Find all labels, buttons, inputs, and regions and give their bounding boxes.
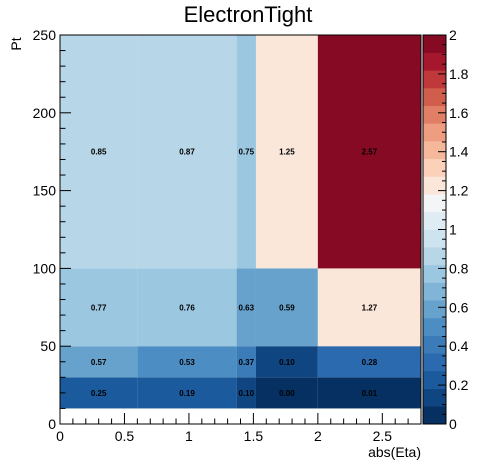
z-tick-label: 0.4 bbox=[449, 338, 469, 354]
z-tick-label: 1.8 bbox=[449, 66, 469, 82]
heatmap-cell bbox=[236, 268, 256, 347]
y-axis: 0 50 100 150 200 250 bbox=[33, 27, 71, 432]
color-scale-swatch bbox=[423, 406, 446, 425]
cell-value-label: 0.57 bbox=[91, 358, 107, 367]
color-scale-swatch bbox=[423, 300, 446, 319]
cell-value-label: 0.19 bbox=[179, 389, 195, 398]
cell-value-label: 0.10 bbox=[279, 358, 295, 367]
color-scale-swatch bbox=[423, 194, 446, 213]
cell-value-label: 0.75 bbox=[239, 148, 255, 157]
color-scale-swatch bbox=[423, 211, 446, 230]
z-tick-label: 1.4 bbox=[449, 144, 469, 160]
heatmap-cell bbox=[317, 35, 421, 269]
z-tick-label: 2 bbox=[449, 27, 457, 43]
cell-value-label: 0.00 bbox=[279, 389, 295, 398]
color-scale-swatch bbox=[423, 35, 446, 53]
cell-labels: 0.25 0.19 0.10 0.00 0.01 0.57 0.53 0.37 0.10 0.28… bbox=[91, 148, 378, 398]
cell-value-label: 0.76 bbox=[179, 303, 195, 312]
cell-value-label: 0.63 bbox=[239, 303, 255, 312]
z-tick-label: 0 bbox=[449, 416, 457, 432]
cell-value-label: 0.85 bbox=[91, 148, 107, 157]
x-tick-label: 0 bbox=[56, 428, 64, 444]
color-scale-swatch bbox=[423, 370, 446, 389]
heatmap-cell bbox=[137, 268, 237, 347]
y-tick-label: 50 bbox=[40, 338, 56, 354]
heatmap-cell bbox=[317, 346, 421, 378]
heatmap-cell bbox=[236, 346, 256, 378]
color-scale-swatch bbox=[423, 264, 446, 283]
cell-value-label: 0.25 bbox=[91, 389, 107, 398]
cell-value-label: 0.37 bbox=[239, 358, 255, 367]
color-scale-bar bbox=[422, 34, 447, 425]
color-scale-swatch bbox=[423, 105, 446, 124]
color-scale-swatch bbox=[423, 317, 446, 336]
heatmap-cell bbox=[255, 346, 318, 378]
z-tick-label: 0.6 bbox=[449, 299, 469, 315]
color-scale-swatch bbox=[423, 388, 446, 407]
color-scale-swatch bbox=[423, 229, 446, 248]
chart-title: ElectronTight bbox=[184, 2, 313, 27]
z-tick-label: 1 bbox=[449, 222, 457, 238]
heatmap-cell bbox=[236, 35, 256, 269]
z-tick-label: 1.2 bbox=[449, 183, 469, 199]
cell-value-label: 0.28 bbox=[362, 358, 378, 367]
heatmap-cell bbox=[317, 268, 421, 347]
color-scale-swatch bbox=[423, 247, 446, 266]
x-tick-label: 1.5 bbox=[244, 428, 264, 444]
x-axis-label: abs(Eta) bbox=[368, 444, 421, 460]
cell-value-label: 2.57 bbox=[362, 148, 378, 157]
heatmap-cell bbox=[137, 346, 237, 378]
color-scale-swatch bbox=[423, 123, 446, 142]
heatmap-cell bbox=[255, 268, 318, 347]
heatmap-cell bbox=[317, 377, 421, 409]
y-tick-label: 100 bbox=[33, 260, 57, 276]
cell-value-label: 0.53 bbox=[179, 358, 195, 367]
color-scale-swatch bbox=[423, 353, 446, 372]
color-scale-swatch bbox=[423, 52, 446, 71]
cell-value-label: 0.59 bbox=[279, 303, 295, 312]
x-tick-label: 2.5 bbox=[373, 428, 393, 444]
y-tick-label: 0 bbox=[48, 416, 56, 432]
heatmap-cell bbox=[60, 377, 138, 409]
cell-value-label: 1.27 bbox=[362, 303, 378, 312]
cell-value-label: 0.77 bbox=[91, 303, 107, 312]
z-tick-label: 1.6 bbox=[449, 105, 469, 121]
color-scale-swatch bbox=[423, 335, 446, 354]
cell-value-label: 0.10 bbox=[239, 389, 255, 398]
heatmap-cells bbox=[60, 35, 421, 409]
color-scale-swatch bbox=[423, 70, 446, 89]
x-tick-label: 1 bbox=[185, 428, 193, 444]
color-scale-axis: 0 0.2 0.4 0.6 0.8 1 1.2 1.4 1.6 1.8 2 bbox=[438, 27, 469, 432]
heatmap-cell bbox=[137, 377, 237, 409]
cell-value-label: 1.25 bbox=[279, 148, 295, 157]
cell-value-label: 0.87 bbox=[179, 148, 195, 157]
x-tick-label: 0.5 bbox=[115, 428, 135, 444]
z-tick-label: 0.8 bbox=[449, 260, 469, 276]
x-tick-label: 2 bbox=[314, 428, 322, 444]
color-scale-swatch bbox=[423, 88, 446, 107]
heatmap-cell bbox=[255, 35, 318, 269]
heatmap-cell bbox=[137, 35, 237, 269]
x-axis: 0 0.5 1 1.5 2 2.5 bbox=[56, 413, 422, 444]
color-scale-swatch bbox=[423, 176, 446, 195]
y-tick-label: 200 bbox=[33, 105, 57, 121]
z-tick-label: 0.2 bbox=[449, 377, 469, 393]
color-scale-swatch bbox=[423, 282, 446, 301]
y-tick-label: 150 bbox=[33, 183, 57, 199]
heatmap-cell bbox=[255, 377, 318, 409]
heatmap-cell bbox=[60, 268, 138, 347]
cell-value-label: 0.01 bbox=[362, 389, 378, 398]
color-scale-swatch bbox=[423, 141, 446, 160]
heatmap-cell bbox=[236, 377, 256, 409]
heatmap-cell bbox=[60, 35, 138, 269]
heatmap-cell bbox=[60, 346, 138, 378]
color-scale-swatch bbox=[423, 158, 446, 177]
y-axis-label: Pt bbox=[8, 37, 24, 50]
y-tick-label: 250 bbox=[33, 27, 57, 43]
